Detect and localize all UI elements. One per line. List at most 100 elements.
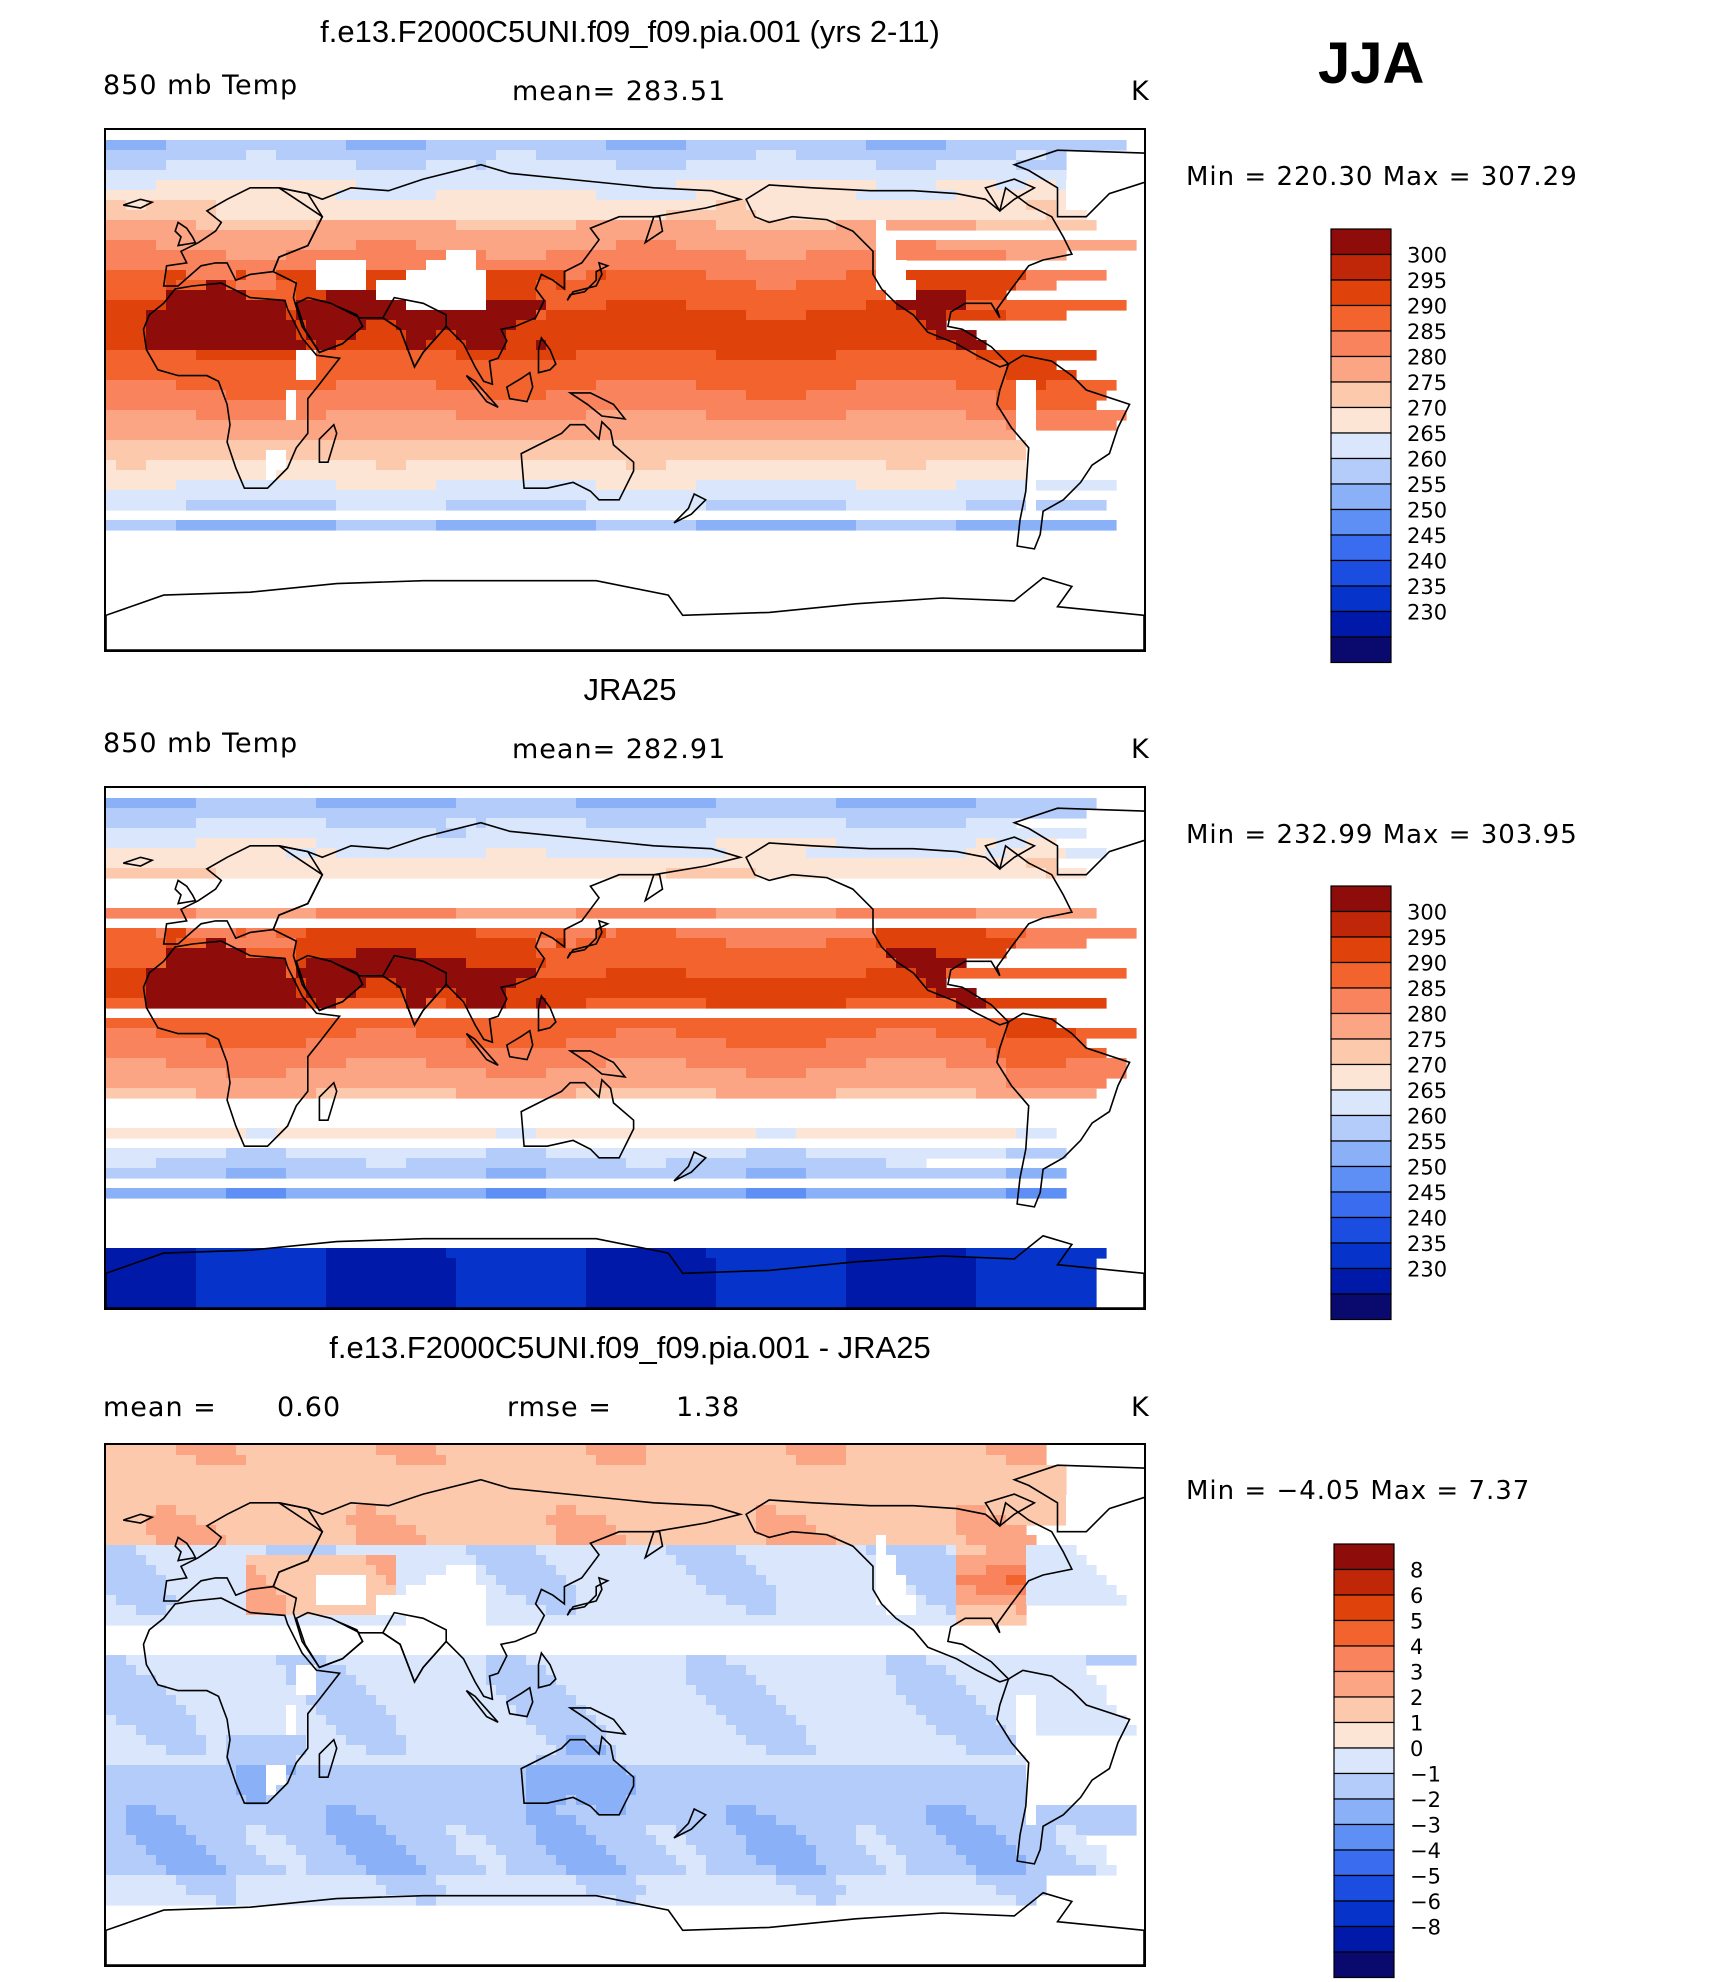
field-cell bbox=[1066, 1058, 1127, 1069]
field-cell bbox=[296, 370, 317, 381]
field-cell bbox=[986, 1505, 1067, 1516]
field-cell bbox=[286, 1765, 297, 1776]
field-cell bbox=[166, 1585, 247, 1596]
field-cell bbox=[206, 280, 227, 291]
colorbar-tick-label: 230 bbox=[1407, 1258, 1447, 1282]
field-cell bbox=[406, 1585, 487, 1596]
field-cell bbox=[356, 1675, 487, 1686]
field-cell bbox=[246, 1128, 277, 1139]
field-cell bbox=[266, 470, 277, 481]
field-cell bbox=[1026, 838, 1057, 849]
field-cell bbox=[306, 1695, 377, 1706]
field-cell bbox=[406, 300, 487, 311]
field-cell bbox=[556, 1505, 577, 1516]
colorbar-box bbox=[1333, 1925, 1395, 1953]
field-cell bbox=[1036, 1815, 1137, 1826]
field-cell bbox=[716, 1268, 847, 1279]
field-cell bbox=[696, 1575, 767, 1586]
field-cell bbox=[586, 410, 707, 421]
field-cell bbox=[976, 350, 1097, 361]
field-cell bbox=[836, 1875, 977, 1886]
field-cell bbox=[576, 798, 717, 809]
colorbar-box bbox=[1330, 457, 1392, 485]
field-cell bbox=[176, 938, 207, 949]
field-cell bbox=[166, 928, 187, 939]
field-cell bbox=[396, 1835, 457, 1846]
field-cell bbox=[776, 1875, 837, 1886]
field-cell bbox=[806, 1515, 957, 1526]
field-cell bbox=[756, 868, 1047, 879]
colorbar-tick-label: 235 bbox=[1407, 575, 1447, 599]
field-cell bbox=[576, 908, 717, 919]
field-cell bbox=[746, 1845, 817, 1856]
field-cell bbox=[706, 500, 847, 511]
field-cell bbox=[846, 410, 967, 421]
field-cell bbox=[686, 140, 867, 151]
field-cell bbox=[846, 1258, 977, 1269]
field-cell bbox=[956, 1675, 1097, 1686]
field-cell bbox=[286, 1865, 307, 1876]
field-cell bbox=[116, 460, 147, 471]
field-cell bbox=[1066, 1505, 1107, 1516]
field-cell bbox=[1026, 490, 1037, 501]
colorbar-tick-label: −2 bbox=[1410, 1788, 1441, 1812]
field-cell bbox=[1016, 390, 1037, 401]
field-cell bbox=[196, 1248, 327, 1259]
field-cell bbox=[496, 1845, 547, 1856]
field-cell bbox=[286, 1595, 317, 1606]
field-cell bbox=[1086, 1655, 1137, 1666]
field-cell bbox=[106, 818, 197, 829]
field-cell bbox=[586, 1298, 717, 1308]
field-cell bbox=[396, 1715, 527, 1726]
field-cell bbox=[976, 1695, 1017, 1706]
field-cell bbox=[966, 410, 1017, 421]
field-cell bbox=[106, 180, 157, 191]
field-cell bbox=[106, 838, 197, 849]
field-cell bbox=[306, 1865, 367, 1876]
field-cell bbox=[146, 1845, 207, 1856]
field-cell bbox=[1026, 180, 1057, 191]
field-cell bbox=[366, 320, 397, 331]
field-cell bbox=[426, 1865, 487, 1876]
field-cell bbox=[306, 340, 317, 351]
field-cell bbox=[296, 360, 317, 371]
field-cell bbox=[456, 1088, 577, 1099]
field-cell bbox=[976, 1298, 1097, 1308]
field-cell bbox=[936, 180, 997, 191]
field-cell bbox=[946, 1835, 1007, 1846]
field-cell bbox=[456, 220, 577, 231]
field-cell bbox=[546, 1168, 747, 1179]
field-cell bbox=[286, 460, 377, 471]
field-cell bbox=[1016, 150, 1047, 161]
field-cell bbox=[876, 250, 897, 261]
field-cell bbox=[856, 1825, 877, 1836]
field-cell bbox=[316, 838, 717, 849]
field-cell bbox=[916, 310, 947, 321]
field-cell bbox=[316, 220, 457, 231]
field-cell bbox=[926, 1595, 957, 1606]
field-cell bbox=[316, 370, 1007, 381]
field-cell bbox=[356, 1855, 417, 1866]
field-cell bbox=[726, 1655, 887, 1666]
field-cell bbox=[596, 520, 697, 531]
coastline-baffin bbox=[984, 836, 1037, 871]
field-cell bbox=[136, 1605, 167, 1616]
field-cell bbox=[416, 1855, 477, 1866]
field-cell bbox=[1026, 1595, 1127, 1606]
field-cell bbox=[936, 1725, 1007, 1736]
coastline-antarctica bbox=[106, 1234, 1144, 1308]
field-cell bbox=[796, 1128, 1017, 1139]
field-cell bbox=[246, 1795, 267, 1806]
field-cell bbox=[436, 828, 467, 839]
field-cell bbox=[956, 1575, 1007, 1586]
field-cell bbox=[106, 280, 167, 291]
coastline-newguinea bbox=[567, 392, 627, 420]
field-cell bbox=[766, 1575, 877, 1586]
colorbar-tick-label: 2 bbox=[1410, 1686, 1423, 1710]
field-cell bbox=[236, 270, 247, 281]
field-cell bbox=[276, 470, 1027, 481]
field-cell bbox=[336, 998, 407, 1009]
field-cell bbox=[166, 1058, 347, 1069]
field-cell bbox=[796, 1825, 857, 1836]
